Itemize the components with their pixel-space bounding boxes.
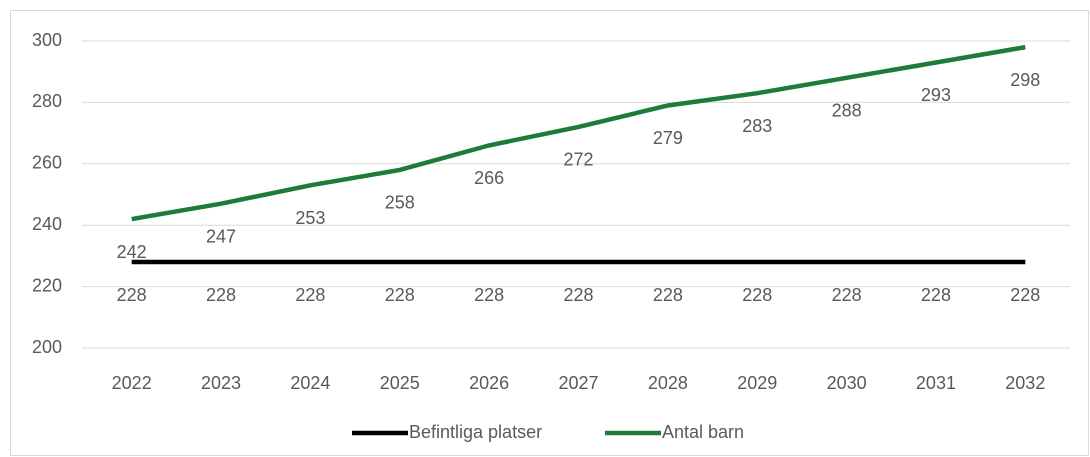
x-tick-label: 2028 bbox=[648, 373, 688, 393]
data-label: 228 bbox=[206, 285, 236, 305]
data-label: 228 bbox=[742, 285, 772, 305]
data-label: 272 bbox=[563, 150, 593, 170]
x-tick-label: 2024 bbox=[290, 373, 330, 393]
data-label: 266 bbox=[474, 168, 504, 188]
legend-label: Befintliga platser bbox=[409, 422, 542, 442]
x-tick-label: 2029 bbox=[737, 373, 777, 393]
data-label: 228 bbox=[474, 285, 504, 305]
y-tick-label: 280 bbox=[32, 91, 62, 111]
data-label: 228 bbox=[117, 285, 147, 305]
data-label: 283 bbox=[742, 116, 772, 136]
data-label: 228 bbox=[832, 285, 862, 305]
data-label: 298 bbox=[1010, 70, 1040, 90]
x-tick-label: 2030 bbox=[827, 373, 867, 393]
data-label: 242 bbox=[117, 242, 147, 262]
chart-border bbox=[10, 10, 1089, 456]
data-label: 258 bbox=[385, 193, 415, 213]
data-label: 293 bbox=[921, 85, 951, 105]
y-tick-label: 220 bbox=[32, 275, 62, 295]
x-tick-label: 2023 bbox=[201, 373, 241, 393]
data-label: 279 bbox=[653, 128, 683, 148]
data-label: 228 bbox=[385, 285, 415, 305]
data-label: 288 bbox=[832, 101, 862, 121]
data-label: 247 bbox=[206, 226, 236, 246]
data-label: 228 bbox=[921, 285, 951, 305]
x-tick-label: 2025 bbox=[380, 373, 420, 393]
series-line bbox=[131, 44, 1026, 222]
x-tick-label: 2026 bbox=[469, 373, 509, 393]
x-tick-label: 2031 bbox=[916, 373, 956, 393]
y-tick-label: 300 bbox=[32, 30, 62, 50]
data-label: 228 bbox=[653, 285, 683, 305]
legend-label: Antal barn bbox=[662, 422, 744, 442]
x-tick-label: 2022 bbox=[112, 373, 152, 393]
data-label: 228 bbox=[1010, 285, 1040, 305]
data-label: 228 bbox=[563, 285, 593, 305]
x-tick-label: 2032 bbox=[1005, 373, 1045, 393]
x-tick-label: 2027 bbox=[558, 373, 598, 393]
data-label: 253 bbox=[295, 208, 325, 228]
y-tick-label: 260 bbox=[32, 153, 62, 173]
data-label: 228 bbox=[295, 285, 325, 305]
y-tick-label: 240 bbox=[32, 214, 62, 234]
y-tick-label: 200 bbox=[32, 337, 62, 357]
